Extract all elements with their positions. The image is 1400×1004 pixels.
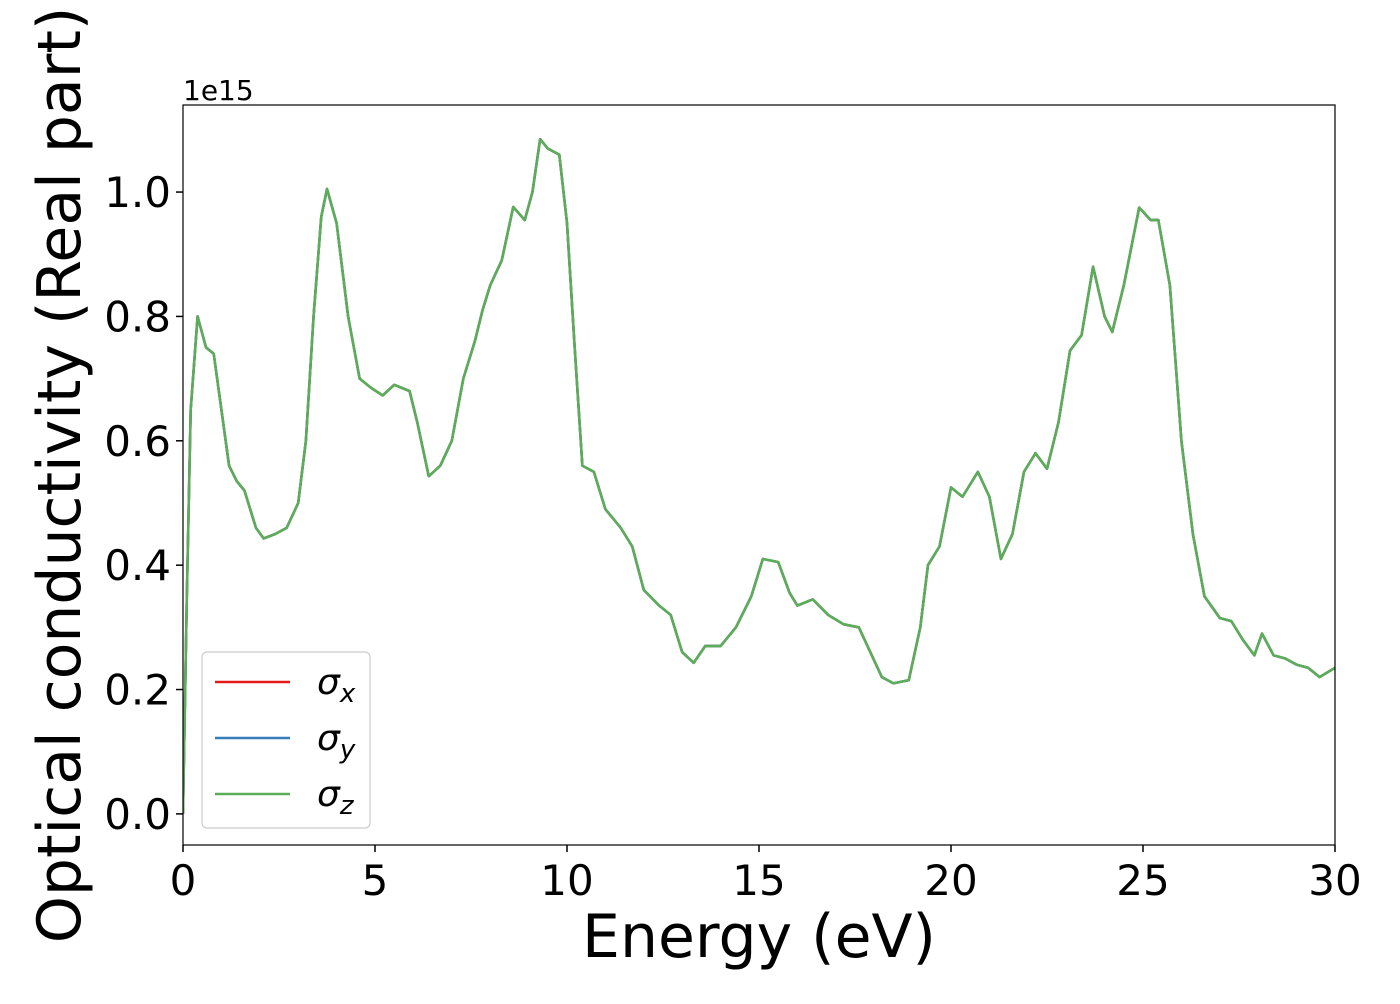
x-tick-label: 30 xyxy=(1308,856,1361,905)
x-tick-label: 20 xyxy=(924,856,977,905)
plot-frame xyxy=(182,104,1336,846)
x-tick-label: 10 xyxy=(540,856,593,905)
x-tick-label: 25 xyxy=(1116,856,1169,905)
legend-label: σz xyxy=(317,774,355,821)
x-tick-label: 15 xyxy=(732,856,785,905)
x-tick-label: 5 xyxy=(362,856,389,905)
x-tick-label: 0 xyxy=(170,856,197,905)
offset-text: 1e15 xyxy=(183,74,254,107)
y-tick-label: 0.4 xyxy=(104,541,171,590)
x-axis-label: Energy (eV) xyxy=(582,902,936,972)
series-line xyxy=(183,137,1335,814)
y-tick-label: 0.0 xyxy=(104,790,171,839)
legend-box xyxy=(201,651,371,829)
y-tick-label: 1.0 xyxy=(104,168,171,217)
y-tick-label: 0.6 xyxy=(104,417,171,466)
legend-label: σx xyxy=(317,662,356,709)
y-axis-label: Optical conductivity (Real part) xyxy=(25,7,95,944)
legend-label: σy xyxy=(317,718,356,765)
y-tick-label: 0.2 xyxy=(104,666,171,715)
y-tick-label: 0.8 xyxy=(104,292,171,341)
